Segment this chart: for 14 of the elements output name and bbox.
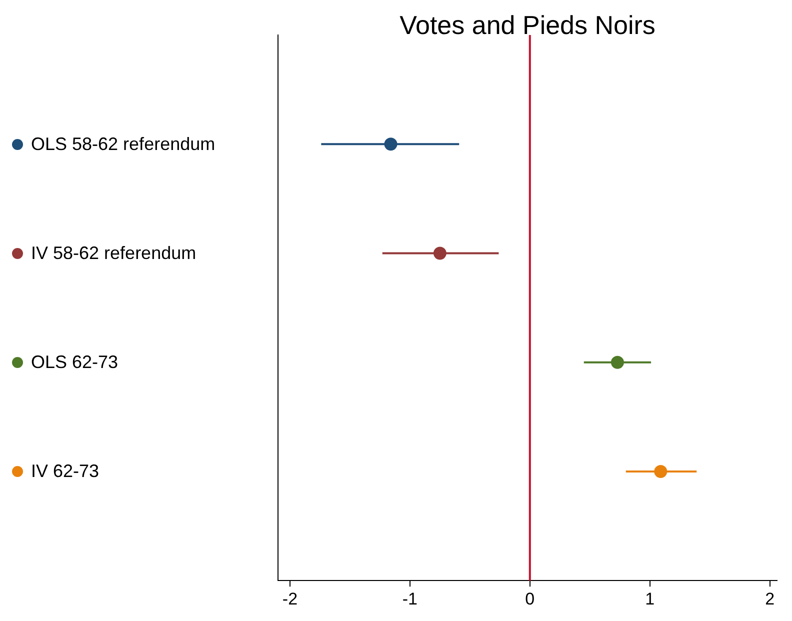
point [610,356,624,369]
legend-label: OLS 58-62 referendum [31,133,216,156]
legend-label: IV 62-73 [31,460,100,482]
x-tick-label: -1 [402,589,418,608]
legend-label: IV 58-62 referendum [31,242,196,264]
chart-title: Votes and Pieds Noirs [400,10,656,40]
point [654,464,668,478]
point [433,246,446,260]
legend-label: OLS 62-73 [31,351,118,374]
x-tick-label: 2 [765,589,775,608]
x-tick-label: -2 [282,589,298,608]
x-tick-label: 1 [645,589,655,608]
x-tick-label: 0 [525,589,535,608]
point [384,138,398,151]
